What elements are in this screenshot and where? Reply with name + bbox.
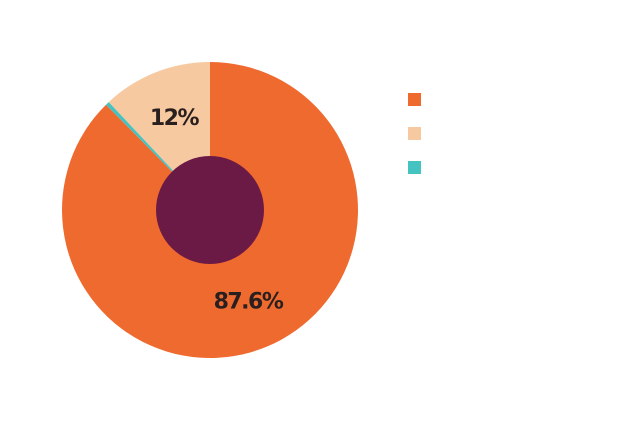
data-label: 12% [150, 106, 200, 131]
legend-swatch [408, 93, 421, 106]
legend-swatch [408, 161, 421, 174]
legend-swatch [408, 127, 421, 140]
donut-hole [156, 156, 264, 264]
data-label: 87.6% [214, 290, 284, 315]
